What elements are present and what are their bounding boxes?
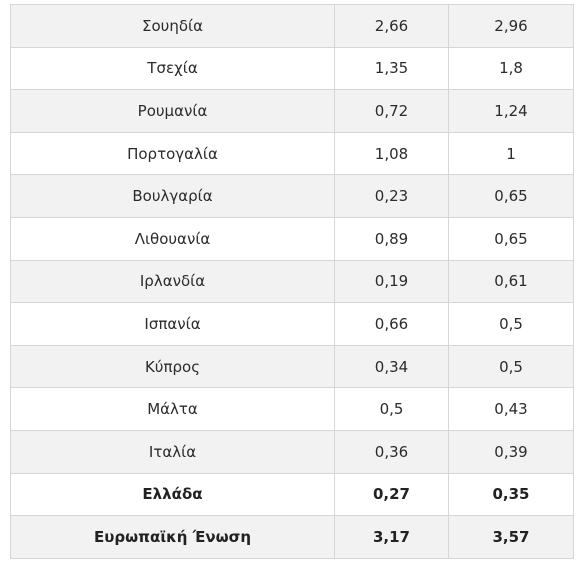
value-cell: 0,66 — [334, 302, 449, 346]
table-row: Μάλτα 0,5 0,43 — [10, 387, 574, 431]
country-cell: Μάλτα — [10, 387, 335, 431]
value-cell: 0,5 — [334, 387, 449, 431]
value-cell: 0,34 — [334, 344, 449, 389]
value-cell: 2,66 — [334, 4, 449, 48]
value-cell: 1,24 — [448, 89, 574, 133]
value-cell: 0,5 — [448, 302, 574, 346]
value-cell: 0,19 — [334, 259, 449, 304]
table-row: Ρουμανία 0,72 1,24 — [10, 89, 574, 133]
country-cell: Ισπανία — [10, 302, 335, 346]
country-cell: Κύπρος — [10, 344, 335, 389]
country-cell: Ιρλανδία — [10, 259, 335, 304]
table-row: Βουλγαρία 0,23 0,65 — [10, 174, 574, 218]
value-cell: 3,57 — [448, 515, 574, 559]
value-cell: 1,35 — [334, 46, 449, 91]
value-cell: 0,27 — [334, 472, 449, 517]
table-row: Ιταλία 0,36 0,39 — [10, 429, 574, 474]
table-row: Ιρλανδία 0,19 0,61 — [10, 259, 574, 304]
country-cell: Σουηδία — [10, 4, 335, 48]
table-row: Τσεχία 1,35 1,8 — [10, 46, 574, 91]
country-cell: Πορτογαλία — [10, 131, 335, 176]
country-cell: Ευρωπαϊκή Ένωση — [10, 515, 335, 559]
table-row-greece: Ελλάδα 0,27 0,35 — [10, 472, 574, 517]
value-cell: 0,65 — [448, 216, 574, 261]
country-cell: Ιταλία — [10, 429, 335, 474]
value-cell: 0,5 — [448, 344, 574, 389]
value-cell: 1 — [448, 131, 574, 176]
value-cell: 0,43 — [448, 387, 574, 431]
country-cell: Ελλάδα — [10, 472, 335, 517]
value-cell: 3,17 — [334, 515, 449, 559]
value-cell: 0,39 — [448, 429, 574, 474]
value-cell: 0,65 — [448, 174, 574, 218]
country-cell: Βουλγαρία — [10, 174, 335, 218]
value-cell: 0,61 — [448, 259, 574, 304]
value-cell: 1,08 — [334, 131, 449, 176]
value-cell: 2,96 — [448, 4, 574, 48]
data-table: Σουηδία 2,66 2,96 Τσεχία 1,35 1,8 Ρουμαν… — [10, 4, 574, 559]
table-row-eu: Ευρωπαϊκή Ένωση 3,17 3,57 — [10, 515, 574, 559]
value-cell: 0,89 — [334, 216, 449, 261]
value-cell: 0,72 — [334, 89, 449, 133]
table-row: Κύπρος 0,34 0,5 — [10, 344, 574, 389]
value-cell: 0,36 — [334, 429, 449, 474]
table-row: Πορτογαλία 1,08 1 — [10, 131, 574, 176]
table-row: Σουηδία 2,66 2,96 — [10, 4, 574, 48]
country-cell: Λιθουανία — [10, 216, 335, 261]
country-cell: Τσεχία — [10, 46, 335, 91]
value-cell: 0,35 — [448, 472, 574, 517]
value-cell: 0,23 — [334, 174, 449, 218]
country-cell: Ρουμανία — [10, 89, 335, 133]
table-row: Ισπανία 0,66 0,5 — [10, 302, 574, 346]
value-cell: 1,8 — [448, 46, 574, 91]
table-row: Λιθουανία 0,89 0,65 — [10, 216, 574, 261]
